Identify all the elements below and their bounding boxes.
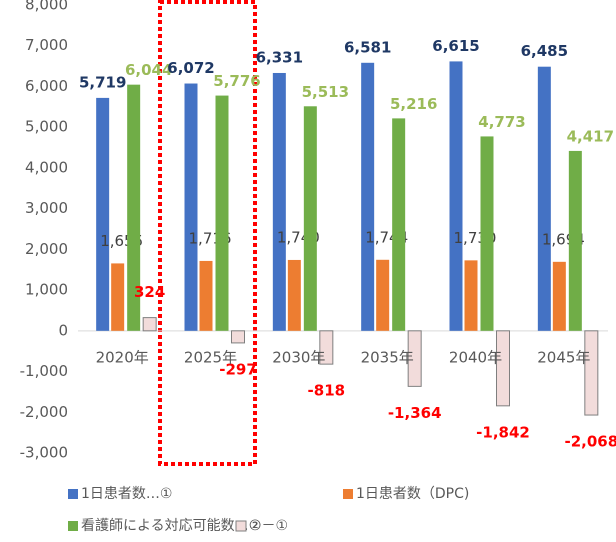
bar — [303, 106, 317, 331]
y-tick-label: 6,000 — [25, 77, 68, 95]
legend-label: 1日患者数（DPC) — [356, 486, 469, 502]
y-tick-label: -3,000 — [20, 444, 68, 462]
data-label: 6,044 — [125, 61, 172, 79]
bar — [142, 317, 157, 332]
x-tick-label: 2035年 — [361, 349, 414, 367]
data-label: 6,485 — [521, 42, 568, 60]
data-label: 6,331 — [256, 48, 303, 66]
bar — [376, 259, 390, 331]
bar — [199, 260, 213, 331]
y-tick-label: 4,000 — [25, 158, 68, 176]
bar — [537, 66, 551, 331]
bar — [127, 84, 141, 331]
data-label: 4,417 — [567, 127, 614, 145]
data-label: -818 — [308, 382, 346, 400]
data-label: 6,581 — [344, 38, 391, 56]
bar — [111, 263, 125, 331]
legend-label: 1日患者数…① — [81, 486, 172, 502]
data-label: -1,364 — [388, 404, 442, 422]
y-tick-label: 5,000 — [25, 118, 68, 136]
y-tick-label: -1,000 — [20, 362, 68, 380]
bar — [480, 136, 494, 331]
data-label: -2,068 — [564, 433, 616, 451]
y-tick-label: 0 — [58, 321, 68, 339]
data-label: 5,513 — [302, 83, 349, 101]
highlight-box — [158, 0, 257, 466]
bar — [568, 150, 582, 331]
data-label: 5,719 — [79, 73, 126, 91]
x-tick-label: 2030年 — [272, 349, 325, 367]
bar — [392, 118, 406, 331]
data-label: 4,773 — [478, 113, 525, 131]
bar — [407, 330, 422, 387]
bar — [272, 72, 286, 331]
y-tick-label: 3,000 — [25, 199, 68, 217]
legend-swatch — [235, 520, 247, 532]
legend-label: ②－① — [249, 518, 288, 534]
x-tick-label: 2040年 — [449, 349, 502, 367]
data-label: 5,216 — [390, 95, 437, 113]
bar — [552, 261, 566, 331]
data-label: 324 — [134, 283, 165, 301]
y-tick-label: 2,000 — [25, 240, 68, 258]
legend-swatch — [343, 489, 353, 499]
data-label: 6,615 — [432, 37, 479, 55]
legend-label: 看護師による対応可能数…② — [81, 518, 261, 534]
legend-swatch — [68, 521, 78, 531]
bar — [319, 330, 334, 365]
y-tick-label: -2,000 — [20, 403, 68, 421]
bar — [184, 83, 198, 331]
y-tick-label: 7,000 — [25, 36, 68, 54]
x-tick-label: 2025年 — [184, 349, 237, 367]
data-label: 5,776 — [213, 72, 260, 90]
bar — [231, 330, 245, 344]
data-label: 6,072 — [167, 59, 214, 77]
bar — [361, 62, 375, 331]
x-tick-label: 2045年 — [537, 349, 590, 367]
y-tick-label: 1,000 — [25, 281, 68, 299]
x-tick-label: 2020年 — [96, 349, 149, 367]
bar — [449, 61, 463, 331]
bar — [96, 97, 110, 331]
bar — [584, 330, 599, 416]
bar — [287, 259, 301, 331]
legend-swatch — [68, 489, 78, 499]
data-label: -297 — [219, 360, 257, 378]
bar — [215, 95, 229, 331]
bar — [496, 330, 510, 407]
data-label: -1,842 — [476, 423, 530, 441]
y-tick-label: 8,000 — [25, 0, 68, 14]
bar — [464, 260, 478, 331]
